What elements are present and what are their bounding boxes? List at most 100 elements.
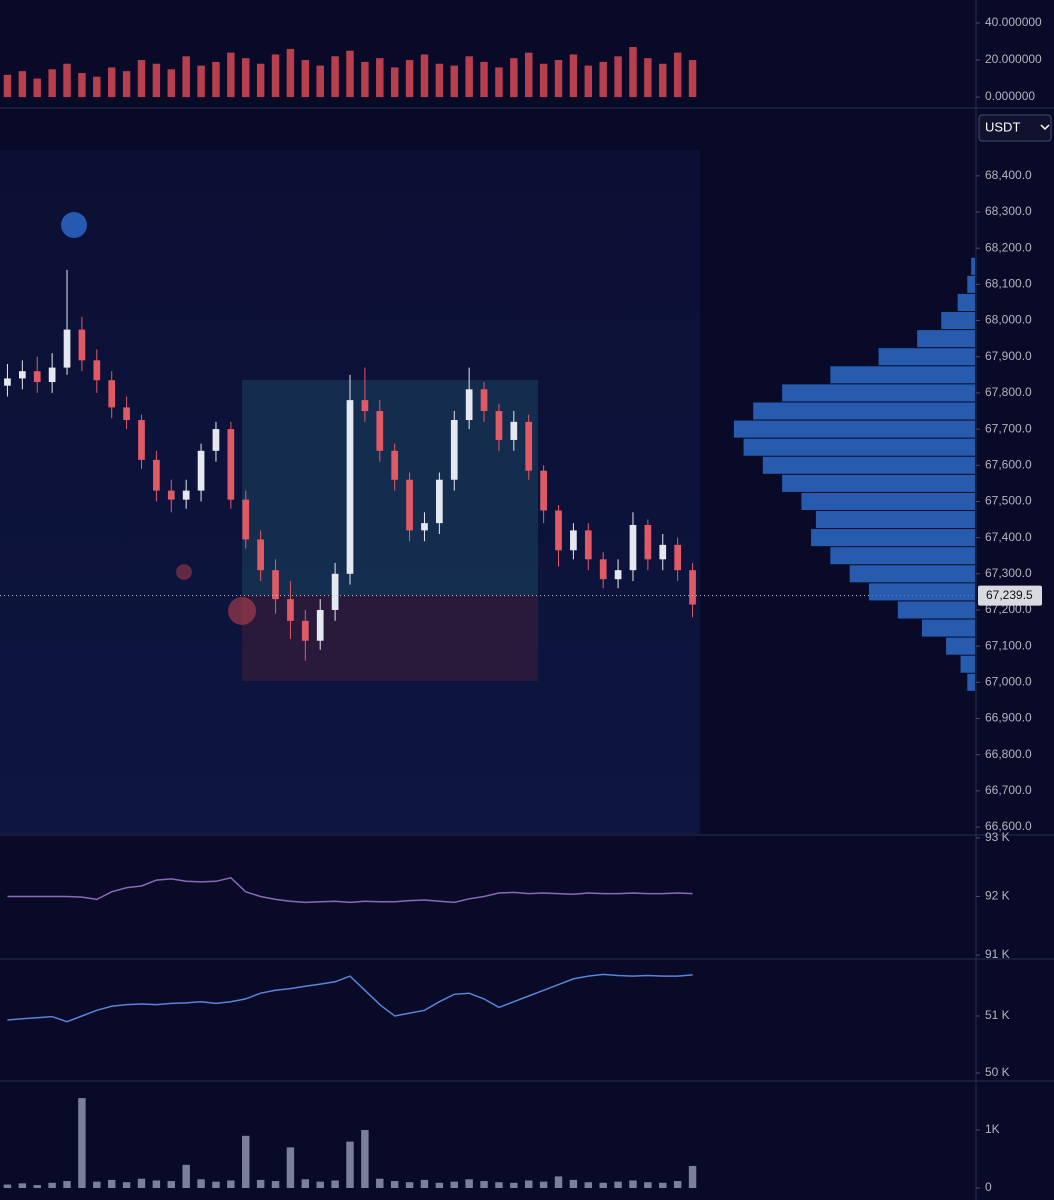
bar — [301, 60, 310, 98]
candle-body — [570, 530, 577, 551]
bar — [93, 76, 101, 98]
bar — [584, 1182, 593, 1188]
y-tick-label: 66,800.0 — [985, 747, 1032, 761]
profile-bar — [941, 312, 975, 330]
candle-body — [406, 479, 413, 531]
selector-box[interactable] — [978, 114, 1052, 142]
bar — [107, 67, 116, 98]
bar — [673, 52, 682, 98]
y-tick-label: 67,000.0 — [985, 675, 1032, 689]
bar — [376, 1178, 384, 1188]
candle-body — [48, 367, 56, 383]
y-tick-label: 67,100.0 — [985, 638, 1032, 652]
candle-body — [197, 450, 205, 491]
y-tick-label: 66,900.0 — [985, 711, 1032, 725]
profile-bar — [967, 673, 975, 691]
candle-body — [227, 429, 235, 500]
bar — [361, 1130, 369, 1188]
bar — [33, 78, 41, 98]
y-tick-label: 68,000.0 — [985, 313, 1032, 327]
profile-bar — [849, 565, 975, 583]
bubble — [176, 564, 192, 580]
bar — [659, 63, 667, 98]
candle-body — [510, 421, 518, 440]
bar — [107, 1179, 116, 1188]
bar — [554, 1176, 563, 1188]
candle-body — [346, 400, 354, 574]
candle-body — [465, 389, 473, 421]
chevron[interactable] — [1040, 124, 1050, 131]
bar — [644, 58, 652, 98]
candle-body — [525, 421, 533, 471]
bar — [346, 1141, 354, 1188]
bar — [688, 60, 697, 98]
candle-body — [331, 573, 339, 610]
y-tick-label: 40.000000 — [985, 15, 1042, 29]
bar — [33, 1185, 41, 1188]
y-tick-label: 0.000000 — [985, 89, 1035, 103]
bar — [197, 1179, 205, 1188]
currency-selector[interactable]: USDT — [978, 114, 1052, 142]
bar — [584, 65, 593, 98]
bar — [405, 60, 414, 98]
profile-bar — [753, 402, 975, 420]
bar — [212, 61, 220, 98]
bar — [569, 54, 578, 98]
bar — [599, 1182, 607, 1188]
last-price-box — [978, 585, 1042, 606]
candle-body — [316, 609, 324, 641]
candle-body — [376, 410, 384, 451]
candle-body — [361, 400, 369, 411]
bar — [420, 54, 429, 98]
bar — [93, 1181, 101, 1188]
bar — [629, 47, 637, 98]
bar — [420, 1179, 429, 1188]
bar — [286, 1147, 295, 1188]
bar — [242, 58, 250, 98]
last-price-label: 67,239.5 — [986, 588, 1033, 602]
bar — [152, 63, 161, 98]
candle-body — [123, 407, 130, 421]
y-tick-label: 92 K — [985, 889, 1010, 903]
bar — [48, 69, 56, 98]
bar — [331, 56, 339, 98]
profile-bar — [946, 637, 975, 655]
candle-body — [18, 371, 26, 379]
bar — [465, 56, 473, 98]
candle-body — [108, 380, 116, 408]
bar — [197, 65, 205, 98]
profile-bar — [960, 655, 975, 673]
candle-body — [450, 420, 458, 480]
bar — [599, 61, 607, 98]
bar — [122, 1182, 131, 1188]
bar — [390, 1181, 399, 1188]
profile-bar — [971, 257, 975, 275]
y-tick-label: 91 K — [985, 947, 1010, 961]
bar — [227, 52, 235, 98]
candle-body — [659, 544, 667, 560]
candle-body — [138, 420, 145, 460]
bar — [539, 1181, 548, 1188]
bubble — [228, 597, 256, 625]
bar — [63, 63, 71, 98]
profile-bar — [917, 330, 975, 348]
position-target — [242, 380, 538, 595]
y-tick-label: 68,100.0 — [985, 277, 1032, 291]
candle-body — [182, 490, 190, 500]
candle-body — [272, 570, 279, 600]
bar — [3, 74, 12, 98]
y-tick-label: 67,300.0 — [985, 566, 1032, 580]
y-tick-label: 66,700.0 — [985, 783, 1032, 797]
y-tick-label: 67,500.0 — [985, 494, 1032, 508]
profile-bar — [815, 510, 975, 529]
candle-body — [33, 371, 41, 383]
bar — [78, 1098, 86, 1188]
y-tick-label: 67,600.0 — [985, 457, 1032, 471]
candle-body — [167, 490, 175, 500]
candle-body — [78, 329, 86, 361]
bar — [167, 1181, 175, 1188]
bar — [629, 1180, 637, 1188]
bar — [614, 1181, 622, 1188]
selector-text[interactable]: USDT — [985, 119, 1020, 134]
